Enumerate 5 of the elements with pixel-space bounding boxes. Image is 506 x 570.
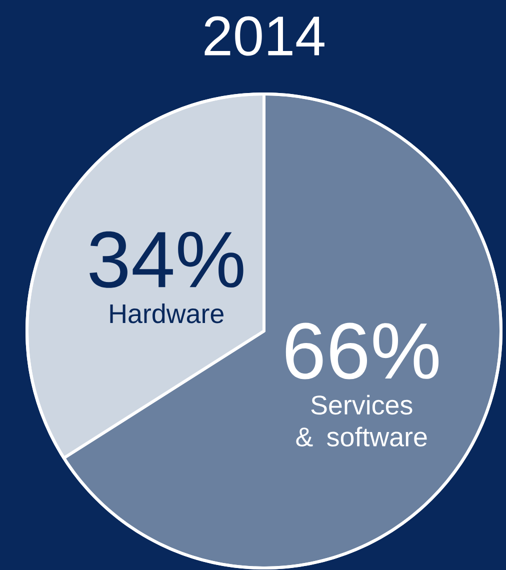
chart-title: 2014: [204, 16, 324, 56]
data-label: 66%: [286, 322, 439, 380]
data-label: 34%: [90, 231, 244, 288]
slice-label: Hardware: [110, 303, 224, 324]
slice-label: Services & software: [296, 394, 427, 446]
